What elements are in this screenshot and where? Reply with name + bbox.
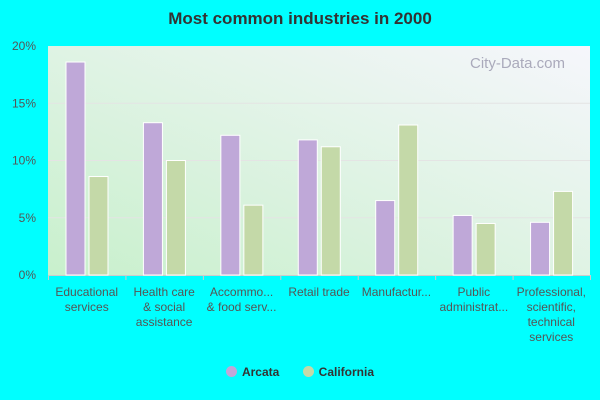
bar-arcata [530, 221, 551, 276]
x-tick-label: scientific, [527, 300, 576, 314]
x-tick-label: Educational [55, 285, 118, 299]
bar-arcata [297, 139, 318, 276]
x-tick-label: services [529, 330, 573, 344]
bar-arcata [142, 122, 163, 276]
x-tick-label: Public [458, 285, 491, 299]
x-tick-label: technical [528, 315, 575, 329]
y-tick-label: 0% [19, 268, 37, 282]
bar-arcata [65, 61, 86, 276]
legend-label: Arcata [241, 365, 280, 379]
bar-arcata [452, 214, 473, 276]
x-tick-label: Manufactur... [362, 285, 431, 299]
x-tick-label: services [65, 300, 109, 314]
y-tick-label: 15% [12, 96, 36, 110]
x-tick-label: assistance [136, 315, 193, 329]
legend-item-california: California [302, 365, 375, 379]
bar-california [88, 176, 109, 276]
x-tick-label: & food serv... [207, 300, 277, 314]
bar-california [553, 190, 574, 276]
bar-california [475, 222, 496, 276]
watermark: City-Data.com [470, 55, 565, 72]
bar-california [243, 204, 264, 276]
chart-title: Most common industries in 2000 [168, 9, 432, 28]
legend: Arcata California [0, 365, 600, 379]
x-tick-label: Accommo... [210, 285, 273, 299]
bar-california [165, 160, 186, 276]
bar-arcata [220, 134, 241, 276]
y-tick-label: 10% [12, 154, 36, 168]
bar-arcata [375, 200, 396, 276]
x-tick-label: Retail trade [288, 285, 350, 299]
y-tick-label: 20% [12, 39, 36, 53]
x-tick-label: Health care [133, 285, 195, 299]
y-tick-label: 5% [19, 211, 37, 225]
x-tick-label: administrat... [440, 300, 509, 314]
legend-item-arcata: Arcata [225, 365, 280, 379]
bar-california [398, 124, 419, 276]
bar-california [320, 146, 341, 276]
x-tick-label: Professional, [517, 285, 586, 299]
x-tick-label: & social [143, 300, 185, 314]
legend-label: California [318, 365, 375, 379]
